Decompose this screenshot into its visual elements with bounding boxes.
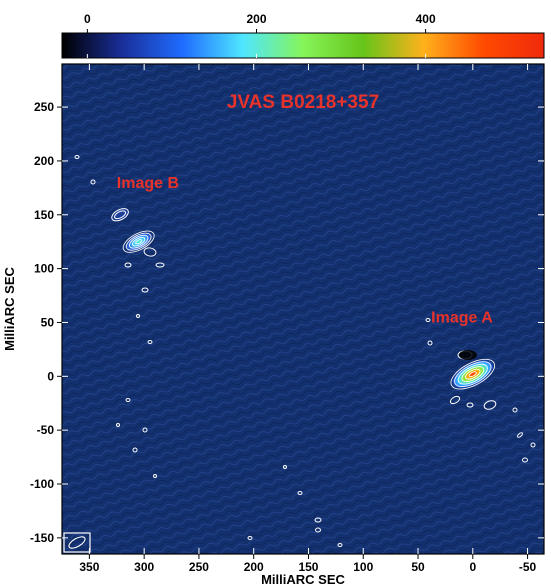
map-frame [61, 63, 545, 555]
map-panel: JVAS B0218+357 Image B Image A [61, 63, 545, 555]
contour-speckles [74, 155, 536, 547]
beam-ellipse [68, 536, 86, 549]
contour-speckle [517, 432, 523, 438]
contour-ring [128, 234, 149, 249]
contour-speckle [315, 527, 321, 533]
contour-speckle [125, 398, 131, 402]
contour-ring [111, 208, 129, 222]
contour-speckle [155, 262, 165, 268]
contour-ring [114, 210, 127, 220]
colorbar-tick-label: 200 [246, 12, 266, 26]
contour-ring [457, 363, 488, 385]
x-axis-label: MilliARC SEC [261, 572, 345, 587]
y-tick-label: 200 [34, 154, 54, 168]
x-tick-label: 300 [134, 560, 154, 574]
colorbar-tick-label: 400 [416, 12, 436, 26]
colorbar-ticks: 0 200 400 [84, 12, 436, 58]
contour-speckle [74, 155, 80, 159]
y-tick-label: -50 [37, 423, 55, 437]
y-tick-label: 0 [47, 369, 54, 383]
contour-speckle [143, 247, 157, 257]
contour-ring [135, 239, 143, 245]
component-image-a [450, 358, 496, 390]
noise-texture [62, 64, 544, 554]
contour-ring [465, 368, 481, 380]
annotations: Image B Image A [117, 175, 493, 327]
component-emission [450, 359, 495, 390]
component-image-b [111, 208, 129, 222]
x-tick-label: 250 [189, 560, 209, 574]
component-image-b [122, 230, 155, 253]
x-tick-label: 150 [298, 560, 318, 574]
contour-speckle [132, 447, 138, 453]
contour-ring [461, 366, 485, 383]
contour-speckle [466, 402, 474, 408]
contour-speckle [136, 314, 140, 318]
x-tick-label: 50 [411, 560, 425, 574]
contour-ring [450, 358, 496, 390]
y-axis-ticks: 250 200 150 100 50 0 -50 -100 -150 [30, 100, 544, 545]
contour-speckle [297, 491, 303, 495]
contour-speckle [483, 400, 497, 410]
y-tick-label: -100 [30, 477, 54, 491]
annotation-label: Image B [117, 175, 179, 192]
contour-speckle [314, 517, 322, 523]
annotation-label: Image A [431, 309, 493, 326]
contour-speckle [142, 427, 148, 433]
contour-speckle [427, 340, 433, 346]
contour-speckle [141, 287, 149, 293]
map-title: JVAS B0218+357 [227, 92, 379, 113]
contour-speckle [337, 543, 343, 547]
contour-ring [468, 371, 477, 378]
contour-speckle [512, 407, 518, 413]
y-tick-label: -150 [30, 531, 54, 545]
contour-speckle [147, 340, 153, 344]
y-tick-label: 250 [34, 100, 54, 114]
y-tick-label: 100 [34, 262, 54, 276]
beam-box [63, 532, 91, 553]
contour-speckle [153, 474, 157, 478]
x-tick-label: 200 [244, 560, 264, 574]
component-emission [123, 231, 155, 253]
contour-ring [454, 361, 492, 388]
contour-ring [132, 236, 146, 247]
negative-contour [459, 350, 477, 360]
contour-ring [122, 230, 155, 253]
x-tick-label: -50 [519, 560, 537, 574]
y-tick-label: 50 [41, 315, 55, 329]
x-tick-label: 350 [79, 560, 99, 574]
contour-speckle [522, 457, 528, 463]
colorbar-strip [61, 32, 545, 59]
contour-speckle [90, 179, 96, 185]
contour-speckle [530, 442, 536, 448]
contour-speckle [283, 465, 287, 469]
colorbar: 0 200 400 [61, 12, 545, 59]
y-tick-label: 150 [34, 208, 54, 222]
x-tick-label: 0 [469, 560, 476, 574]
contour-speckle [116, 423, 120, 427]
contour-speckle [425, 318, 431, 322]
x-axis-ticks: 350 300 250 200 150 100 50 0 -50 [79, 64, 537, 574]
contour-speckle [124, 262, 132, 268]
x-tick-label: 100 [353, 560, 373, 574]
contour-ring [125, 232, 152, 251]
y-axis-label: MilliARC SEC [2, 267, 17, 351]
contour-speckle [247, 536, 253, 540]
source-components [111, 208, 496, 390]
contour-speckle [449, 395, 461, 405]
colorbar-tick-label: 0 [84, 12, 91, 26]
beam-frame [63, 532, 91, 553]
